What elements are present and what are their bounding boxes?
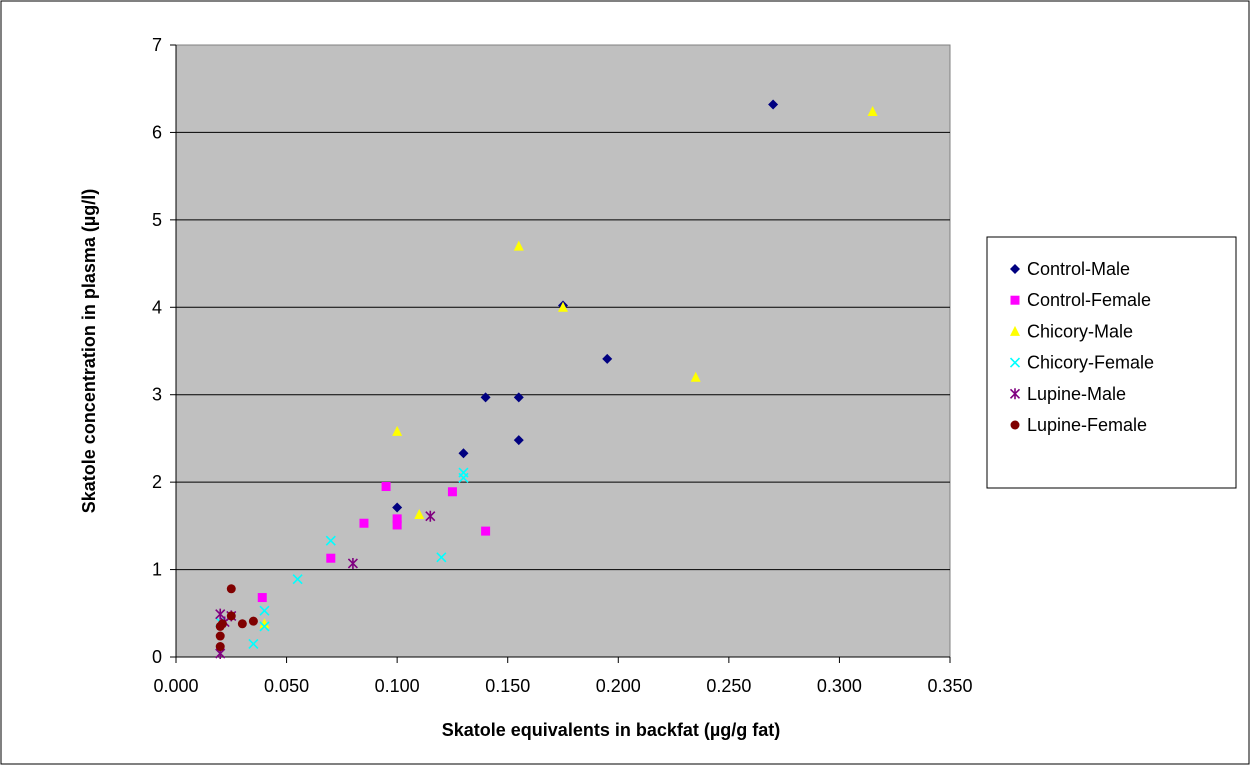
data-point xyxy=(215,621,225,631)
y-tick-label: 7 xyxy=(152,35,162,55)
data-point xyxy=(392,425,403,436)
plot-area xyxy=(175,44,951,658)
data-point xyxy=(257,593,267,603)
legend-label: Control-Female xyxy=(1027,290,1151,310)
gridlines xyxy=(176,131,950,571)
data-point xyxy=(425,510,436,522)
data-point xyxy=(347,557,358,569)
y-tick-label: 0 xyxy=(152,647,162,667)
y-tick-label: 4 xyxy=(152,297,162,317)
data-point xyxy=(359,518,369,528)
legend-item: Control-Female xyxy=(1010,290,1151,310)
legend-item: Chicory-Female xyxy=(1009,353,1154,373)
data-points xyxy=(215,99,878,660)
legend: Control-Male Control-Female Chicory-Male Ch… xyxy=(986,236,1237,489)
legend-box xyxy=(986,236,1237,489)
data-point xyxy=(392,520,402,530)
data-point xyxy=(414,508,425,519)
legend-item: Lupine-Male xyxy=(1009,384,1126,404)
legend-item: Lupine-Female xyxy=(1010,415,1147,435)
legend-label: Control-Male xyxy=(1027,259,1130,279)
data-point xyxy=(259,605,270,616)
x-tick-label: 0.350 xyxy=(927,676,972,696)
data-point xyxy=(513,392,524,403)
data-point xyxy=(392,514,402,524)
x-axis-title: Skatole equivalents in backfat (µg/g fat… xyxy=(442,720,780,740)
legend-marker xyxy=(1010,420,1020,430)
data-point xyxy=(292,574,303,585)
data-point xyxy=(326,553,336,563)
x-tick-label: 0.000 xyxy=(153,676,198,696)
data-point xyxy=(248,616,258,626)
y-tick-label: 1 xyxy=(152,560,162,580)
data-point xyxy=(690,371,701,382)
x-tick-label: 0.050 xyxy=(264,676,309,696)
legend-label: Lupine-Male xyxy=(1027,384,1126,404)
legend-label: Chicory-Female xyxy=(1027,353,1154,373)
data-point xyxy=(226,611,236,621)
legend-item: Chicory-Male xyxy=(1010,321,1133,341)
data-point xyxy=(215,631,225,641)
legend-label: Chicory-Male xyxy=(1027,321,1133,341)
data-point xyxy=(215,642,225,652)
y-tick-label: 6 xyxy=(152,122,162,142)
x-tick-label: 0.250 xyxy=(706,676,751,696)
data-point xyxy=(259,621,270,632)
data-point xyxy=(226,584,236,594)
y-tick-label: 5 xyxy=(152,210,162,230)
data-point xyxy=(481,526,491,536)
legend-item: Control-Male xyxy=(1010,259,1130,279)
y-axis-title: Skatole concentration in plasma (µg/l) xyxy=(79,189,99,513)
data-point xyxy=(259,618,270,629)
data-point xyxy=(867,105,878,116)
legend-marker xyxy=(1009,357,1021,368)
data-point xyxy=(558,301,568,312)
y-tick-label: 2 xyxy=(152,472,162,492)
data-point xyxy=(248,638,259,649)
data-point xyxy=(325,535,336,546)
series-chicory-male xyxy=(259,105,878,629)
data-point xyxy=(447,487,457,497)
series-lupine-female xyxy=(215,584,258,652)
data-point xyxy=(513,435,524,446)
x-tick-label: 0.300 xyxy=(817,676,862,696)
data-point xyxy=(480,392,491,403)
data-point xyxy=(237,619,247,629)
x-tick-label: 0.150 xyxy=(485,676,530,696)
x-tick-label: 0.200 xyxy=(596,676,641,696)
series-control-female xyxy=(257,482,491,603)
legend-marker xyxy=(1010,295,1020,305)
legend-marker xyxy=(1009,388,1021,400)
data-point xyxy=(602,353,613,364)
data-point xyxy=(513,240,524,251)
data-point xyxy=(768,99,779,110)
legend-marker xyxy=(1010,264,1020,274)
data-point xyxy=(458,472,469,483)
data-point xyxy=(392,502,403,513)
legend-marker xyxy=(1010,325,1020,336)
legend-label: Lupine-Female xyxy=(1027,415,1147,435)
data-point xyxy=(381,482,391,492)
x-tick-label: 0.100 xyxy=(375,676,420,696)
data-point xyxy=(458,448,469,459)
axes: 0 1 2 3 4 5 6 7 0.000 0.050 0.100 0.150 0.200 0.250 0.… xyxy=(152,35,973,696)
data-point xyxy=(436,552,447,563)
y-tick-label: 3 xyxy=(152,385,162,405)
